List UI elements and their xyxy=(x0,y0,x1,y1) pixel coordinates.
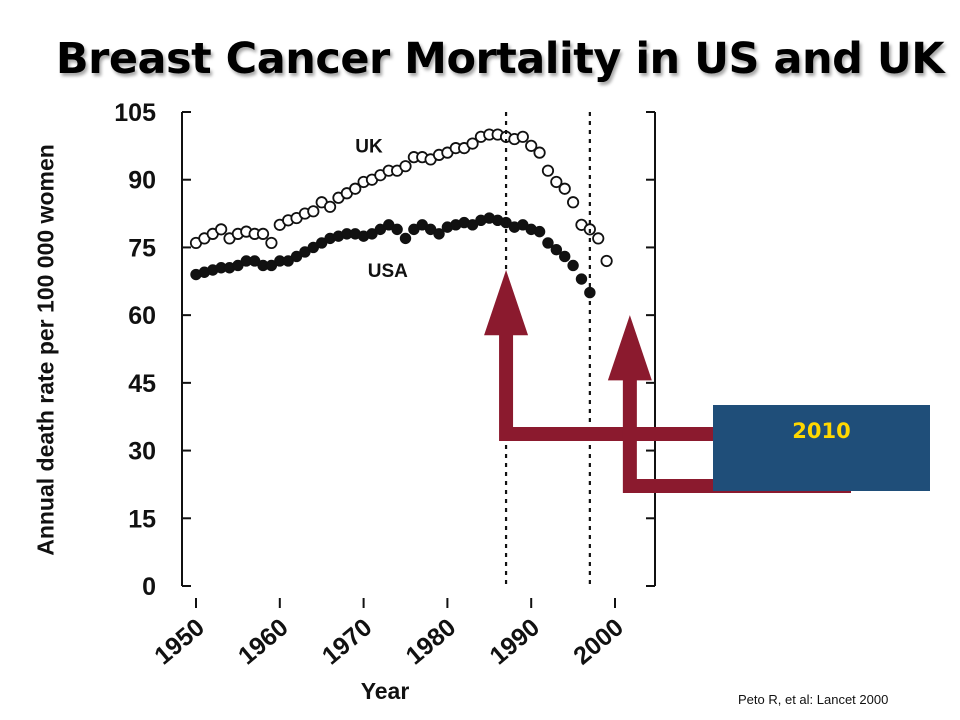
uk-point xyxy=(533,146,546,159)
x-tick-label: 2000 xyxy=(568,613,629,670)
x-tick-label: 1970 xyxy=(317,613,378,670)
y-tick-label: 75 xyxy=(128,234,156,262)
uk-point xyxy=(349,182,362,195)
callout-arrows xyxy=(484,270,851,493)
x-tick-label: 1980 xyxy=(401,613,462,670)
arrow-1987-shaft xyxy=(499,333,713,441)
slide-title: Breast Cancer Mortality in US and UK xyxy=(55,34,945,84)
uk-point xyxy=(600,254,613,268)
uk-point xyxy=(215,223,228,236)
chart-points xyxy=(189,128,613,299)
uk-point xyxy=(256,227,270,240)
uk-point xyxy=(466,137,479,150)
uk-point xyxy=(541,164,555,177)
x-tick-label: 1990 xyxy=(484,613,545,670)
usa-point xyxy=(559,250,571,263)
usa-point xyxy=(567,259,579,272)
usa-point xyxy=(391,223,403,236)
y-tick-label: 105 xyxy=(114,99,156,127)
y-tick-label: 60 xyxy=(128,302,156,330)
x-tick-label: 1960 xyxy=(233,613,294,670)
usa-series-label: USA xyxy=(368,261,408,282)
uk-point xyxy=(265,236,278,250)
usa-point xyxy=(399,232,412,245)
y-tick-label: 30 xyxy=(128,438,156,466)
arrow-1987-head xyxy=(484,270,529,336)
arrow-1997-head xyxy=(607,315,652,381)
citation: Peto R, et al: Lancet 2000 xyxy=(738,692,889,707)
x-tick-label: 1950 xyxy=(149,613,210,670)
uk-series-label: UK xyxy=(355,137,383,158)
y-tick-label: 15 xyxy=(128,505,156,533)
usa-point xyxy=(433,228,445,240)
year-2010-box: 2010 xyxy=(713,405,930,491)
y-tick-label: 45 xyxy=(128,370,156,398)
usa-point xyxy=(533,225,546,238)
uk-point xyxy=(516,130,529,143)
usa-point xyxy=(550,243,563,256)
usa-point xyxy=(575,273,588,285)
uk-point xyxy=(592,232,605,245)
usa-point xyxy=(542,237,554,249)
y-axis-label: Annual death rate per 100 000 women xyxy=(32,144,59,556)
uk-point xyxy=(550,175,563,189)
reference-lines xyxy=(504,112,591,586)
uk-point xyxy=(399,160,412,173)
uk-point xyxy=(323,200,337,213)
year-2010-label: 2010 xyxy=(792,419,851,443)
uk-point xyxy=(307,205,320,218)
uk-point xyxy=(525,139,538,152)
uk-point xyxy=(566,196,580,209)
uk-point xyxy=(558,182,571,195)
y-tick-label: 90 xyxy=(128,167,156,195)
series-labels: UK USA xyxy=(355,137,408,282)
y-tick-label: 0 xyxy=(142,573,156,601)
x-axis-label: Year xyxy=(360,678,410,704)
chart-axes: 0 15 30 45 60 75 90 105 1950 1960 1970 1980 1990 2000 xyxy=(114,99,656,670)
